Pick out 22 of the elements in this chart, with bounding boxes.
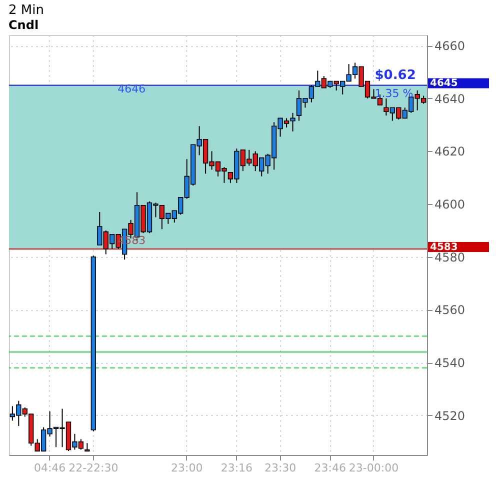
- x-tick-label: 22-22:30: [68, 462, 118, 474]
- annotation: 1.35 %: [374, 86, 414, 100]
- x-tick-label: 23:16: [220, 462, 253, 474]
- y-tick-label: 4600: [434, 198, 466, 212]
- y-tick-label: 4580: [434, 250, 466, 264]
- y-tick-label: 4640: [434, 92, 466, 106]
- y-tick-label: 4540: [434, 356, 466, 370]
- ref-line-label: 4583: [430, 242, 458, 253]
- chart-subtitle: Cndl: [8, 18, 39, 32]
- x-tick-label: 23:30: [264, 462, 296, 474]
- annotation: $0.62: [374, 68, 416, 83]
- x-tick-label: 04:46: [34, 462, 66, 474]
- y-tick-label: 4520: [434, 408, 466, 423]
- x-tick-label: 23:00: [171, 462, 203, 474]
- annotation: 4646: [118, 82, 146, 96]
- ref-line-label: 4645: [430, 78, 458, 90]
- y-tick-label: 4560: [434, 303, 466, 318]
- y-tick-label: 4620: [434, 144, 466, 159]
- chart-title: 2 Min: [8, 3, 44, 18]
- y-tick-label: 4660: [434, 39, 466, 54]
- x-tick-label: 23:46: [314, 462, 346, 474]
- x-tick-label: 23-00:00: [348, 462, 399, 474]
